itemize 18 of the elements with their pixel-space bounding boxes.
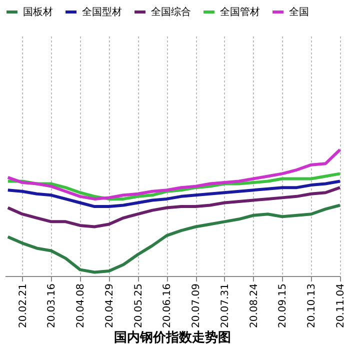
legend-label: 全国型材 [82, 6, 122, 18]
x-tick-label: 20.04.29 [104, 284, 116, 328]
legend-label: 全国 [289, 6, 309, 18]
x-tick-label: 20.05.25 [133, 284, 144, 328]
legend-label: 国板材 [23, 6, 53, 18]
legend-label: 全国管材 [220, 6, 260, 18]
x-tick-label: 20.03.16 [46, 284, 58, 328]
x-tick-label: 20.07.09 [191, 284, 202, 328]
x-tick-label: 20.07.31 [220, 284, 231, 328]
x-tick-label: 20.10.13 [306, 284, 318, 328]
legend-label: 全国综合 [151, 6, 191, 18]
x-tick-label: 20.09.15 [278, 284, 289, 328]
x-tick-label: 20.04.08 [76, 284, 87, 328]
x-tick-label: 20.06.16 [162, 284, 174, 328]
x-tick-label: 20.08.24 [248, 284, 260, 328]
x-tick-label: 20.02.21 [18, 284, 29, 328]
x-tick-label: 20.11.04 [336, 284, 346, 328]
text: 国内钢价指数走势图 [114, 330, 231, 346]
